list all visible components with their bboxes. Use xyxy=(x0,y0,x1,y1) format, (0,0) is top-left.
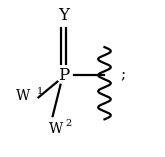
Text: 2: 2 xyxy=(65,119,71,127)
Text: ;: ; xyxy=(120,68,125,82)
Text: P: P xyxy=(58,67,69,84)
Text: 1: 1 xyxy=(37,87,43,96)
Text: W: W xyxy=(16,89,30,103)
Text: W: W xyxy=(49,122,63,136)
Text: Y: Y xyxy=(58,7,69,24)
